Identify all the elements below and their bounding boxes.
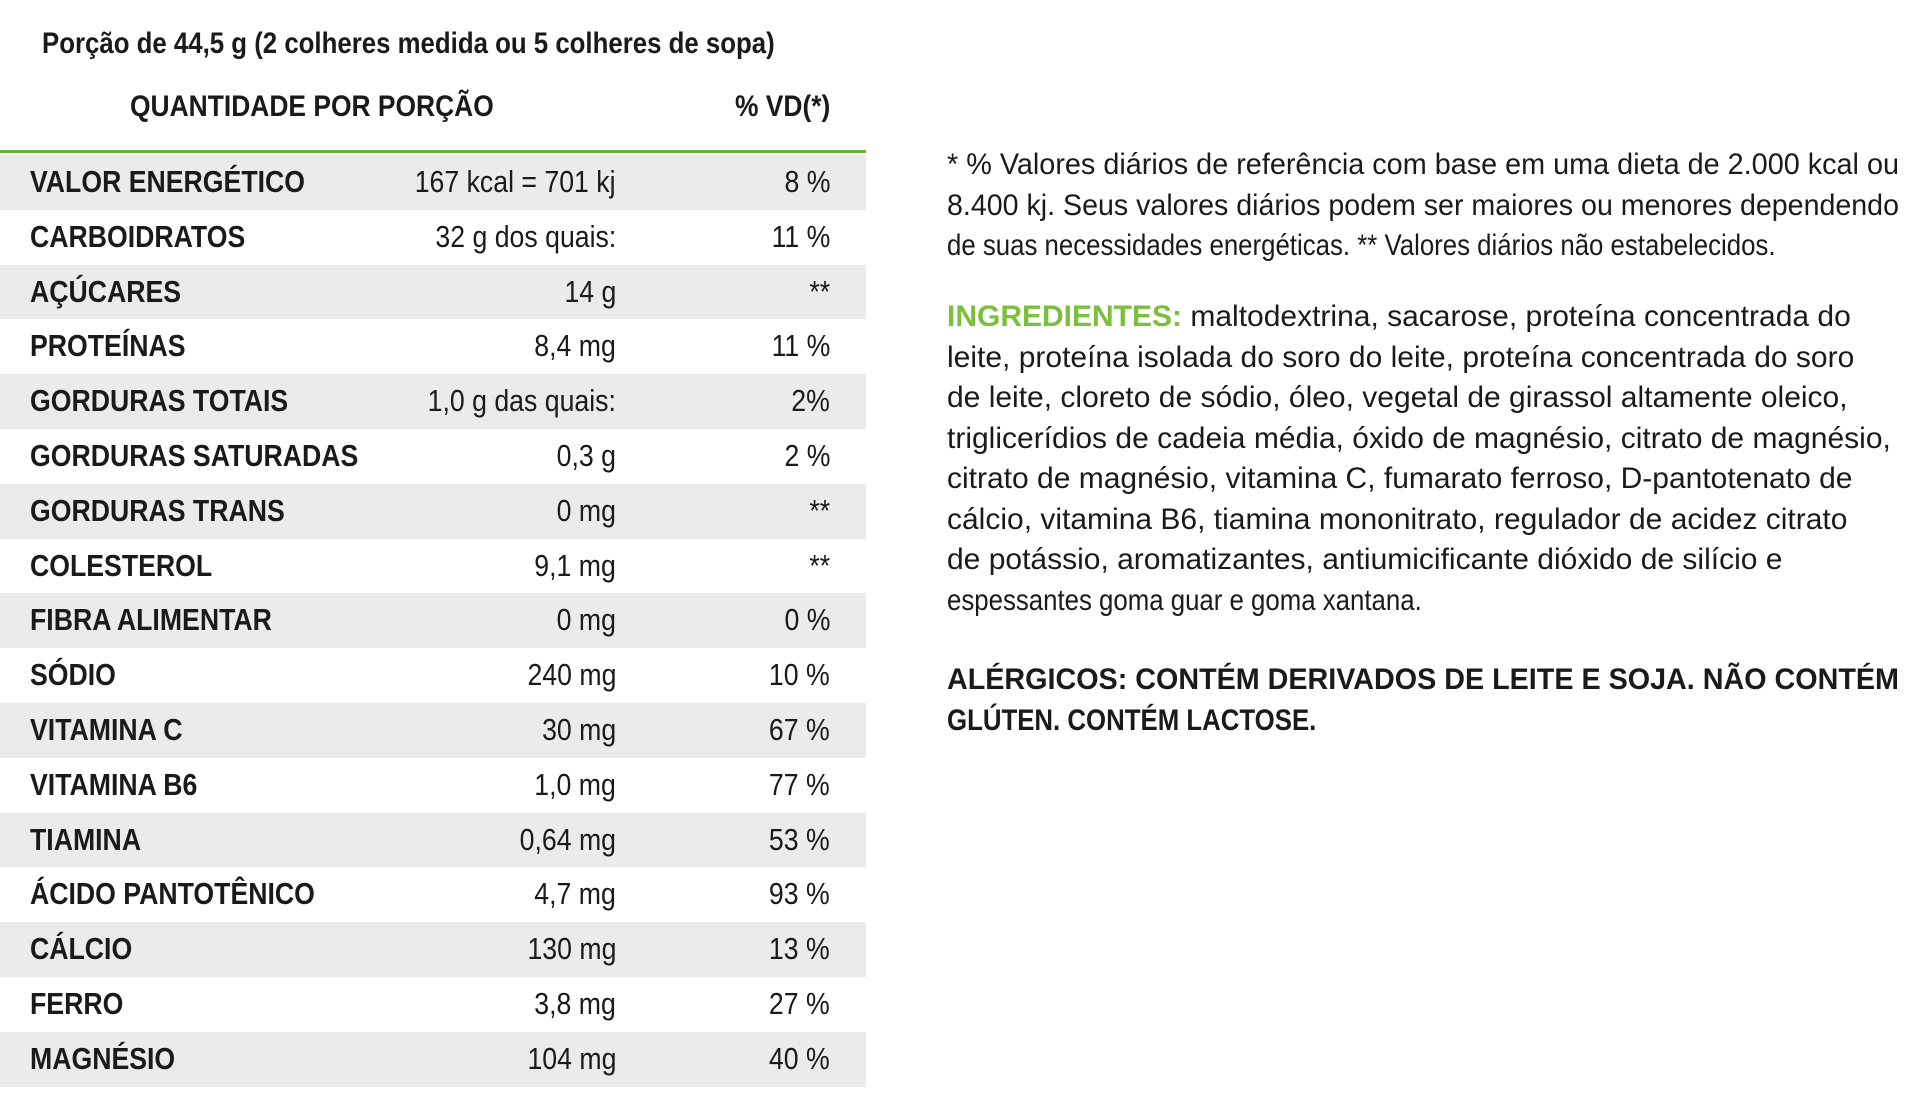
nutrient-amount: 3,8 mg <box>534 985 616 1021</box>
nutrient-name: GORDURAS TRANS <box>30 492 285 528</box>
nutrient-daily-value: ** <box>809 492 830 528</box>
nutrient-amount: 240 mg <box>527 657 616 693</box>
table-row: COLESTEROL 9,1 mg ** <box>0 539 866 594</box>
nutrient-name: CÁLCIO <box>30 931 133 967</box>
ingredients-line: cálcio, vitamina B6, tiamina mononitrato… <box>947 502 1848 536</box>
ingredients-text: maltodextrina, sacarose, proteína concen… <box>1182 300 1851 333</box>
table-row: CARBOIDRATOS 32 g dos quais: 11 % <box>0 210 866 265</box>
table-row: MAGNÉSIO 104 mg 40 % <box>0 1031 866 1087</box>
nutrient-daily-value: 40 % <box>769 1040 830 1076</box>
nutrient-daily-value: 8 % <box>784 164 830 199</box>
nutrient-name: TIAMINA <box>30 821 142 857</box>
ingredients-line: INGREDIENTES: maltodextrina, sacarose, p… <box>947 297 1899 338</box>
nutrient-amount: 0,3 g <box>556 437 616 473</box>
ingredients-line: de potássio, aromatizantes, antiumicific… <box>947 543 1783 576</box>
nutrient-name: MAGNÉSIO <box>30 1040 176 1076</box>
nutrient-name: COLESTEROL <box>30 547 213 583</box>
nutrient-amount: 104 mg <box>527 1040 616 1076</box>
table-row: GORDURAS TOTAIS 1,0 g das quais: 2% <box>0 374 866 429</box>
nutrient-name: AÇÚCARES <box>30 273 182 309</box>
nutrient-amount: 9,1 mg <box>534 547 616 583</box>
nutrient-amount: 4,7 mg <box>534 876 616 912</box>
nutrient-name: VITAMINA C <box>30 711 183 747</box>
nutrient-amount: 30 mg <box>541 711 616 747</box>
vd-column-header: % VD(*) <box>734 90 830 123</box>
allergens-paragraph: ALÉRGICOS: CONTÉM DERIVADOS DE LEITE E S… <box>947 660 1899 741</box>
ingredients-paragraph: INGREDIENTES: maltodextrina, sacarose, p… <box>947 297 1899 621</box>
nutrient-daily-value: 11 % <box>771 218 830 254</box>
nutrient-daily-value: 0 % <box>784 602 830 638</box>
table-row: CÁLCIO 130 mg 13 % <box>0 922 866 977</box>
nutrient-daily-value: 2 % <box>784 437 830 473</box>
table-row: ÁCIDO PANTOTÊNICO 4,7 mg 93 % <box>0 867 866 922</box>
table-row: AÇÚCARES 14 g ** <box>0 264 866 320</box>
nutrient-name: FERRO <box>30 985 124 1021</box>
nutrient-amount: 32 g dos quais: <box>435 218 616 254</box>
allergens-line: ALÉRGICOS: CONTÉM DERIVADOS DE LEITE E S… <box>947 663 1899 696</box>
ingredients-line: leite, proteína isolada do soro do leite… <box>947 340 1855 374</box>
nutrient-daily-value: 11 % <box>771 328 830 364</box>
table-row: VITAMINA C 30 mg 67 % <box>0 702 866 758</box>
table-row: TIAMINA 0,64 mg 53 % <box>0 812 866 868</box>
nutrient-name: ÁCIDO PANTOTÊNICO <box>30 876 315 912</box>
table-row: GORDURAS TRANS 0 mg ** <box>0 483 866 539</box>
ingredients-line: de leite, cloreto de sódio, óleo, vegeta… <box>947 381 1848 414</box>
nutrient-amount: 1,0 g das quais: <box>427 383 616 419</box>
ingredients-line: triglicerídios de cadeia média, óxido de… <box>947 421 1891 455</box>
nutrient-name: FIBRA ALIMENTAR <box>30 602 272 638</box>
daily-values-footnote: * % Valores diários de referência com ba… <box>947 145 1899 267</box>
nutrient-name: GORDURAS SATURADAS <box>30 437 359 473</box>
nutrition-table: VALOR ENERGÉTICO 167 kcal = 701 kj 8 % CARB… <box>0 155 866 1087</box>
nutrient-daily-value: 77 % <box>769 766 830 802</box>
nutrient-daily-value: 10 % <box>769 657 830 693</box>
ingredients-line: espessantes goma guar e goma xantana. <box>947 583 1422 617</box>
nutrient-daily-value: ** <box>809 273 830 309</box>
table-header: QUANTIDADE POR PORÇÃO % VD(*) <box>0 80 866 150</box>
table-row: SÓDIO 240 mg 10 % <box>0 648 866 703</box>
ingredients-line: citrato de magnésio, vitamina C, fumarat… <box>947 462 1853 495</box>
nutrient-daily-value: 93 % <box>769 876 830 912</box>
ingredients-label: INGREDIENTES: <box>947 300 1183 333</box>
footnote-line: de suas necessidades energéticas. ** Val… <box>947 229 1776 262</box>
nutrient-amount: 1,0 mg <box>534 766 616 802</box>
nutrient-amount: 8,4 mg <box>534 328 616 364</box>
nutrient-name: PROTEÍNAS <box>30 328 186 364</box>
header-divider <box>0 150 866 153</box>
nutrient-amount: 0 mg <box>556 492 616 528</box>
table-row: VITAMINA B6 1,0 mg 77 % <box>0 758 866 813</box>
nutrient-amount: 130 mg <box>527 931 616 967</box>
nutrient-name: VITAMINA B6 <box>30 766 198 802</box>
nutrient-amount: 14 g <box>564 273 616 309</box>
serving-size-title: Porção de 44,5 g (2 colheres medida ou 5… <box>42 27 775 60</box>
nutrient-amount: 0 mg <box>556 602 616 638</box>
allergens-line: GLÚTEN. CONTÉM LACTOSE. <box>947 703 1317 737</box>
nutrient-daily-value: 13 % <box>769 931 830 967</box>
nutrient-amount: 0,64 mg <box>519 821 616 857</box>
nutrient-name: VALOR ENERGÉTICO <box>30 164 306 199</box>
nutrient-daily-value: 53 % <box>769 821 830 857</box>
nutrient-daily-value: 67 % <box>769 711 830 747</box>
table-row: FERRO 3,8 mg 27 % <box>0 977 866 1032</box>
table-row: PROTEÍNAS 8,4 mg 11 % <box>0 319 866 374</box>
nutrient-name: CARBOIDRATOS <box>30 218 246 254</box>
quantity-column-header: QUANTIDADE POR PORÇÃO <box>130 90 494 123</box>
nutrient-name: GORDURAS TOTAIS <box>30 383 289 419</box>
footnote-line: 8.400 kj. Seus valores diários podem ser… <box>947 188 1899 222</box>
nutrient-daily-value: ** <box>809 547 830 583</box>
nutrient-amount: 167 kcal = 701 kj <box>415 164 616 199</box>
nutrient-daily-value: 2% <box>791 383 830 419</box>
nutrient-daily-value: 27 % <box>769 985 830 1021</box>
table-row: FIBRA ALIMENTAR 0 mg 0 % <box>0 593 866 649</box>
table-row: VALOR ENERGÉTICO 167 kcal = 701 kj 8 % <box>0 155 866 210</box>
footnote-line: * % Valores diários de referência com ba… <box>947 148 1899 181</box>
nutrient-name: SÓDIO <box>30 657 116 693</box>
table-row: GORDURAS SATURADAS 0,3 g 2 % <box>0 429 866 484</box>
